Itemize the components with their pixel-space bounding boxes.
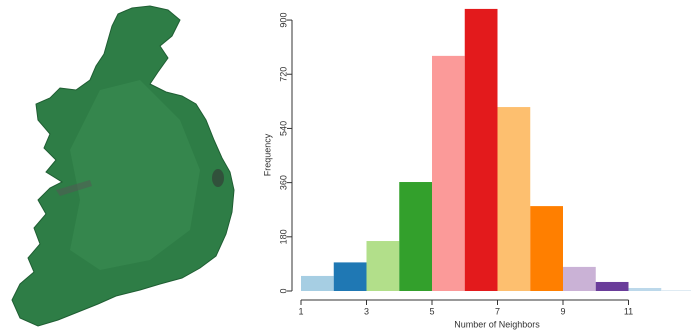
bar — [661, 290, 691, 291]
x-axis-label: Number of Neighbors — [454, 319, 540, 329]
y-tick-label: 900 — [278, 13, 288, 28]
bar — [334, 262, 367, 291]
y-tick-label: 360 — [278, 175, 288, 190]
x-tick-label: 3 — [364, 306, 369, 316]
bar — [465, 9, 498, 291]
y-tick-label: 540 — [278, 121, 288, 136]
ireland-map — [12, 6, 234, 326]
bar — [367, 241, 400, 291]
x-tick-label: 7 — [495, 306, 500, 316]
x-tick-label: 5 — [429, 306, 434, 316]
bar — [432, 56, 465, 291]
bar — [629, 288, 662, 291]
y-tick-label: 180 — [278, 229, 288, 244]
y-tick-label: 720 — [278, 67, 288, 82]
figure: Number of Neighbors Frequency 0 180 360 540… — [0, 0, 691, 331]
bar — [301, 276, 334, 291]
x-tick-label: 9 — [560, 306, 565, 316]
y-axis-label: Frequency — [262, 133, 272, 176]
page: {"chart_data": {"type": "histogram", "x_… — [0, 0, 691, 331]
x-tick-label: 1 — [298, 306, 303, 316]
bar — [399, 182, 432, 291]
bar — [563, 267, 596, 291]
bar — [596, 282, 629, 291]
bar — [498, 107, 531, 291]
y-tick-label: 0 — [278, 288, 288, 293]
x-tick-label: 11 — [624, 306, 633, 316]
bar — [530, 206, 563, 291]
